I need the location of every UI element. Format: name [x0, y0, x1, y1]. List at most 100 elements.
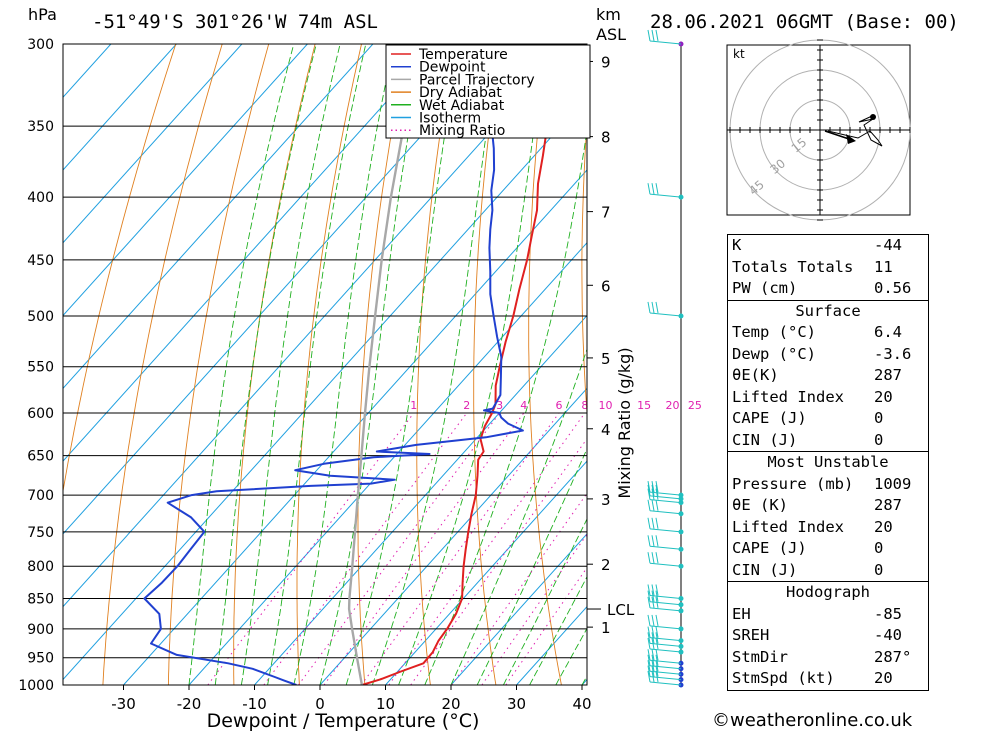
dry-adiabat-line: [416, 44, 455, 685]
temperature-tick-label: 40: [572, 695, 591, 713]
wind-barb: [649, 607, 682, 612]
wind-barb: [649, 594, 682, 599]
mixing-ratio-label: 2: [463, 399, 470, 412]
plot-frame: [62, 43, 588, 686]
wind-barb: [649, 499, 682, 504]
wind-barb-flag: [647, 654, 651, 666]
storm-motion-line: [824, 130, 853, 141]
wind-barb-flag: [655, 301, 659, 314]
profile-dewpoint: [143, 44, 524, 685]
temperature-tick-label: 0: [315, 695, 325, 713]
wind-barb-flag: [651, 499, 655, 511]
wind-barb-flag: [655, 481, 659, 493]
wind-barb-flag: [655, 584, 659, 596]
dry-adiabat-line: [634, 44, 693, 685]
wind-barb-flag: [655, 552, 659, 564]
wind-barb-flag: [655, 499, 659, 511]
index-key: K: [732, 236, 742, 254]
index-row: Totals Totals 11: [728, 257, 928, 279]
index-row: StmDir 287°: [728, 647, 928, 669]
wind-barb-flag: [647, 488, 651, 500]
mixing-ratio-label: 1: [410, 399, 417, 412]
temperature-axis: -30 -20 -10 0 10 20 30 40: [111, 685, 592, 713]
index-row: K -44: [728, 235, 928, 257]
wet-adiabat-line: [319, 44, 426, 685]
wind-barb-flag: [651, 590, 655, 602]
wind-barb-flag: [647, 626, 651, 638]
index-value: 0: [874, 539, 884, 557]
pressure-tick-label: 450: [27, 253, 54, 269]
wind-barb-flag: [651, 183, 655, 195]
indices-panel: K -44 Totals Totals 11 PW (cm) 0.56 Surface T…: [727, 234, 929, 691]
pressure-unit: hPa: [28, 5, 57, 24]
wind-barb-flag: [651, 481, 655, 493]
dry-adiabat-line: [233, 44, 316, 685]
surface-title: Surface: [728, 299, 928, 323]
height-tick-label: 8: [601, 129, 611, 147]
isotherm-line: [63, 44, 505, 535]
mixing-ratio-label: 3: [496, 399, 503, 412]
wind-barb: [649, 665, 682, 670]
mixing-ratio-line: [323, 412, 525, 685]
temperature-tick-label: 30: [507, 695, 526, 713]
wet-adiabat-line: [371, 44, 501, 685]
wet-adiabat-line: [214, 44, 317, 685]
wind-barb-flag: [651, 301, 655, 314]
wind-barb-flag: [655, 614, 659, 626]
wind-barb-flag: [647, 484, 651, 496]
index-key: CAPE (J): [732, 539, 807, 557]
hodograph-title: Hodograph: [728, 581, 928, 604]
isotherm-line: [63, 44, 308, 317]
legend-entry: Mixing Ratio: [419, 123, 505, 139]
wind-barb: [649, 510, 682, 515]
wet-adiabat-line: [424, 127, 587, 685]
mixing-ratio-labels: 1 2 3 4 6 8 10 15 20 25: [410, 399, 702, 412]
pressure-tick-label: 850: [27, 591, 54, 607]
wind-barb-flag: [651, 660, 655, 672]
wind-barb-flag: [651, 626, 655, 638]
wind-barb: [649, 637, 682, 642]
index-key: SREH: [732, 626, 770, 644]
index-key: θE (K): [732, 496, 788, 514]
mixing-ratio-line: [505, 566, 587, 685]
index-value: 6.4: [874, 323, 902, 341]
pressure-tick-label: 750: [27, 525, 54, 541]
profile-lines: [143, 44, 549, 685]
index-row: PW (cm) 0.56: [728, 278, 928, 300]
index-key: Pressure (mb): [732, 474, 854, 493]
index-value: 0: [874, 560, 884, 579]
wind-barb-flag: [647, 637, 651, 650]
wind-barb-flag: [655, 517, 659, 529]
wind-barb: [649, 528, 682, 533]
index-key: CAPE (J): [732, 409, 807, 427]
isotherm-line: [63, 44, 374, 390]
index-row: θE(K) 287: [728, 365, 928, 387]
index-key: PW (cm): [732, 279, 798, 297]
wind-barb-flag: [647, 499, 651, 511]
wind-barb-flag: [647, 660, 651, 672]
dry-adiabat-line: [581, 116, 587, 419]
mixing-ratio-label: 8: [581, 399, 588, 412]
wind-barb: [649, 648, 682, 653]
wind-barb-flag: [651, 654, 655, 666]
index-key: θE(K): [732, 366, 779, 384]
index-row: SREH -40: [728, 625, 928, 647]
copyright[interactable]: ©weatheronline.co.uk: [712, 710, 913, 731]
wind-barb: [649, 312, 682, 317]
wet-adiabat-line: [240, 44, 341, 685]
wind-barb: [649, 562, 682, 567]
height-tick-label: 2: [601, 556, 611, 574]
index-value: 0: [874, 430, 884, 449]
dry-adiabat-line: [102, 44, 223, 685]
wind-barb-flag: [651, 484, 655, 496]
dry-adiabat-line: [167, 44, 270, 685]
index-value: 20: [874, 387, 893, 406]
wind-barb: [649, 670, 682, 675]
wind-barb-flag: [647, 517, 651, 529]
index-row: CAPE (J) 0: [728, 408, 928, 430]
wet-adiabat-line: [450, 347, 587, 685]
wind-barb-flag: [655, 632, 659, 644]
index-row: CAPE (J) 0: [728, 538, 928, 560]
